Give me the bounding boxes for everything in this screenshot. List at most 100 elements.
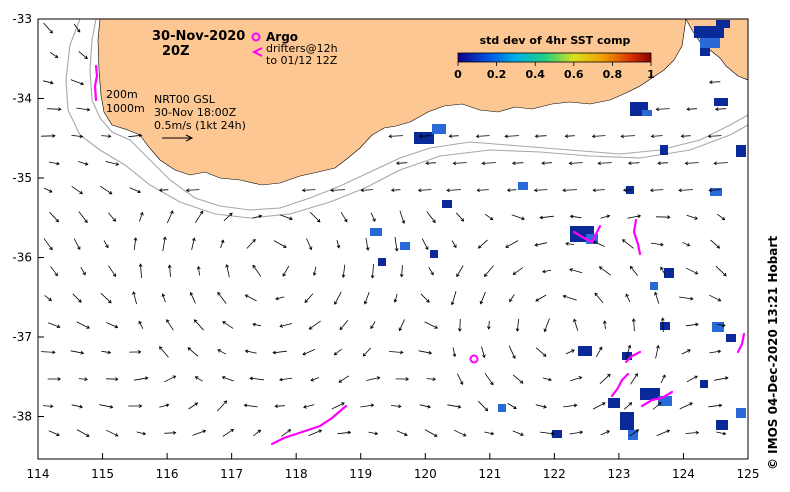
x-tick-label: 124 [672, 467, 695, 481]
current-vector-arrow [624, 402, 633, 410]
current-vector-arrow [660, 266, 666, 276]
current-vector-arrow [477, 239, 488, 249]
current-vector-arrow [188, 402, 199, 410]
current-vector-arrow [716, 431, 727, 436]
x-tick-label: 115 [91, 467, 114, 481]
current-vector-arrow [509, 294, 515, 303]
current-vector-arrow [625, 344, 632, 359]
y-tick-label: -38 [12, 410, 32, 424]
current-vector-arrow [246, 238, 256, 249]
current-vector-arrow [686, 107, 698, 112]
current-vector-arrow [391, 404, 402, 409]
isobath-200-label: 200m [106, 88, 138, 101]
current-vector-arrow [625, 293, 631, 303]
current-vector-arrow [650, 134, 663, 139]
drifters-legend-line1: drifters@12h [266, 42, 338, 55]
current-vector-arrow [481, 161, 496, 166]
current-vector-arrow [707, 134, 722, 139]
current-vector-arrow [339, 320, 349, 331]
current-vector-arrow [457, 373, 464, 385]
current-vector-arrow [217, 400, 228, 412]
current-vector-arrow [506, 188, 517, 193]
current-vector-field [41, 22, 729, 437]
current-vector-arrow [222, 321, 234, 329]
current-vector-arrow [330, 188, 346, 193]
current-vector-arrow [539, 215, 554, 220]
drifters-legend-line2: to 01/12 12Z [266, 54, 338, 67]
current-vector-arrow [394, 237, 399, 252]
current-vector-arrow [192, 429, 207, 436]
y-tick-label: -36 [12, 251, 32, 265]
current-vector-arrow [78, 377, 88, 382]
current-vector-arrow [564, 134, 575, 139]
current-vector-arrow [627, 161, 640, 166]
current-vector-arrow [136, 431, 147, 436]
current-vector-arrow [244, 349, 257, 354]
current-vector-arrow [716, 323, 726, 328]
colorbar-gradient [457, 52, 652, 63]
current-vector-arrow [42, 80, 54, 85]
current-vector-arrow [191, 237, 196, 250]
current-vector-arrow [50, 266, 58, 277]
header-time: 20Z [162, 44, 190, 59]
current-vector-arrow [164, 375, 177, 383]
current-vector-arrow [656, 215, 671, 220]
current-vector-arrow [308, 320, 321, 330]
current-vector-arrow [515, 318, 520, 332]
current-vector-arrow [366, 376, 381, 381]
colorbar-tick-label: 0.2 [487, 68, 507, 81]
current-vector-arrow [475, 134, 490, 139]
current-vector-arrow [49, 211, 60, 223]
current-vector-arrow [629, 265, 639, 276]
current-vector-arrow [562, 188, 578, 193]
current-vector-arrow [48, 322, 61, 329]
current-vector-arrow [650, 242, 664, 247]
current-vector-arrow [600, 430, 611, 436]
current-vector-arrow [428, 266, 434, 276]
current-vector-arrow [398, 319, 405, 332]
current-vector-arrow [685, 322, 699, 327]
current-vector-arrow [713, 161, 728, 166]
current-vector-arrow [252, 214, 263, 219]
current-vector-arrow [133, 237, 138, 251]
current-vector-arrow [129, 187, 141, 194]
current-vector-arrow [309, 211, 321, 223]
current-vector-arrow [78, 211, 88, 224]
colorbar-title: std dev of 4hr SST comp [480, 34, 631, 47]
drifter-tracks [93, 64, 746, 446]
current-vector-arrow [132, 291, 137, 305]
current-vector-arrow [301, 188, 316, 193]
current-vector-arrow [106, 322, 119, 329]
current-vector-arrow [223, 212, 233, 222]
current-vector-arrow [600, 214, 611, 219]
current-vector-arrow [570, 376, 583, 382]
current-vector-arrow [71, 185, 83, 195]
current-vector-arrow [166, 319, 174, 331]
drifter-track [572, 224, 602, 244]
current-vector-arrow [563, 403, 578, 408]
current-vector-arrow [281, 429, 292, 437]
current-vector-arrow [76, 321, 90, 329]
current-vector-arrow [244, 294, 257, 302]
current-vector-arrow [535, 294, 547, 302]
current-vector-arrow [194, 210, 204, 224]
current-vector-arrow [483, 265, 494, 277]
current-vector-arrow [396, 430, 408, 437]
current-vector-arrow [592, 402, 606, 410]
current-vector-arrow [275, 296, 285, 301]
current-vector-arrow [630, 373, 638, 385]
vector-scale-arrow [162, 134, 194, 142]
y-tick-label: -33 [12, 12, 32, 26]
current-vector-arrow [221, 376, 234, 382]
current-vector-arrow [714, 376, 729, 381]
current-vector-arrow [660, 374, 666, 384]
current-vector-arrow [715, 265, 727, 277]
current-vector-arrow [41, 134, 56, 138]
current-vector-arrow [535, 347, 547, 357]
colorbar-tick-label: 0.6 [564, 68, 584, 81]
current-vector-arrow [43, 404, 54, 409]
current-vector-arrow [370, 321, 376, 330]
current-vector-arrow [508, 345, 516, 360]
colorbar-ticks: 0 0.2 0.4 0.6 0.8 1 [454, 62, 655, 81]
